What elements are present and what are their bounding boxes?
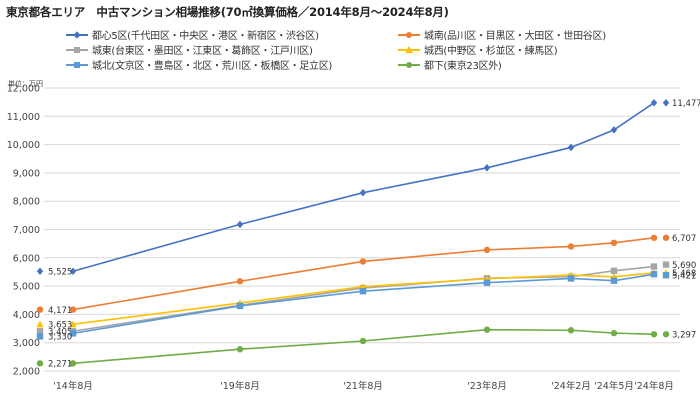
- legend-label: 城西(中野区・杉並区・練馬区): [424, 46, 558, 57]
- data-point: [650, 234, 658, 241]
- start-data-label: 5,525: [48, 267, 72, 277]
- legend-item: 城西(中野区・杉並区・練馬区): [398, 42, 558, 57]
- x-tick-label: '24年8月: [634, 380, 674, 392]
- y-axis-unit-label: 単位：万円: [8, 80, 43, 88]
- data-point: [483, 326, 491, 333]
- data-label-marker: [662, 234, 670, 241]
- data-label-marker: [36, 333, 44, 340]
- y-tick-label: 8,000: [13, 197, 40, 208]
- data-point: [650, 263, 658, 270]
- series-line: [72, 236, 655, 311]
- y-tick-label: 6,000: [13, 253, 40, 264]
- series-line: [72, 273, 655, 335]
- data-label-marker: [662, 271, 670, 279]
- data-label-marker: [36, 328, 44, 335]
- data-label-marker: [36, 360, 44, 367]
- data-point: [236, 278, 244, 285]
- y-tick-label: 2,000: [13, 367, 40, 378]
- data-label-marker: [36, 267, 44, 276]
- x-tick-label: '24年2月: [551, 380, 591, 392]
- end-data-label: 5,421: [672, 271, 696, 281]
- data-point: [567, 143, 575, 152]
- end-data-label: 5,690: [672, 261, 696, 271]
- data-label-marker: [662, 261, 670, 268]
- end-data-label: 3,297: [672, 330, 696, 340]
- y-tick-label: 9,000: [13, 168, 40, 179]
- legend-label: 都下(東京23区外): [424, 61, 502, 72]
- data-point: [610, 329, 618, 337]
- start-data-label: 2,271: [48, 360, 72, 370]
- end-data-label: 6,707: [672, 234, 696, 244]
- x-tick-label: '21年8月: [343, 380, 383, 392]
- legend-label: 城東(台東区・墨田区・江東区・葛飾区・江戸川区): [92, 46, 313, 57]
- data-point: [567, 243, 575, 250]
- x-tick-label: '19年8月: [220, 380, 260, 392]
- data-point: [359, 287, 367, 295]
- data-point: [650, 99, 658, 107]
- legend-swatch: [398, 60, 420, 70]
- chart-title: 東京都各エリア 中古マンション相場推移(70㎡換算価格／2014年8月～2024…: [6, 5, 449, 19]
- legend-item: 城東(台東区・墨田区・江東区・葛飾区・江戸川区): [66, 42, 313, 57]
- data-point: [69, 360, 77, 367]
- legend-item: 城南(品川区・目黒区・大田区・世田谷区): [398, 27, 606, 42]
- data-point: [236, 346, 244, 353]
- start-data-label: 3,405: [48, 327, 72, 337]
- data-point: [483, 279, 491, 286]
- x-tick-label: '23年8月: [467, 380, 507, 392]
- data-point: [610, 267, 618, 275]
- x-tick-label: '14年8月: [53, 380, 93, 392]
- data-label-marker: [36, 306, 44, 313]
- data-point: [610, 239, 618, 247]
- data-point: [359, 258, 367, 265]
- data-point: [69, 306, 77, 313]
- series-line: [72, 272, 655, 326]
- data-label-marker: [36, 320, 44, 328]
- data-point: [236, 220, 244, 229]
- legend-label: 都心5区(千代田区・中央区・港区・新宿区・渋谷区): [92, 31, 319, 42]
- legend-item: 城北(文京区・豊島区・北区・荒川区・板橋区・足立区): [66, 57, 332, 72]
- y-tick-label: 10,000: [7, 140, 40, 151]
- data-point: [483, 246, 491, 254]
- start-data-label: 3,653: [48, 320, 72, 330]
- y-tick-label: 7,000: [13, 225, 40, 236]
- data-point: [69, 267, 77, 276]
- data-label-marker: [662, 99, 670, 107]
- legend-swatch: [66, 60, 88, 70]
- y-tick-label: 3,000: [13, 338, 40, 349]
- legend-label: 城北(文京区・豊島区・北区・荒川区・板橋区・足立区): [92, 61, 333, 72]
- y-tick-label: 4,000: [13, 310, 40, 321]
- data-point: [650, 331, 658, 338]
- series-line: [72, 265, 655, 333]
- legend-item: 都下(東京23区外): [398, 57, 502, 72]
- legend-swatch: [66, 45, 88, 55]
- x-tick-label: '24年5月: [594, 380, 634, 392]
- data-point: [567, 275, 575, 282]
- start-data-label: 3,330: [48, 333, 72, 343]
- data-point: [359, 337, 367, 345]
- start-data-label: 4,171: [48, 306, 72, 316]
- data-point: [567, 327, 575, 334]
- legend-swatch: [66, 30, 88, 40]
- data-point: [610, 126, 618, 134]
- legend-swatch: [398, 45, 420, 55]
- end-data-label: 11,477: [672, 99, 700, 109]
- data-point: [69, 330, 77, 337]
- data-point: [483, 164, 491, 172]
- y-tick-label: 11,000: [7, 112, 40, 123]
- data-point: [610, 277, 618, 284]
- legend-item: 都心5区(千代田区・中央区・港区・新宿区・渋谷区): [66, 27, 319, 42]
- y-tick-label: 12,000: [7, 84, 40, 95]
- data-point: [359, 188, 367, 197]
- legend-swatch: [398, 30, 420, 40]
- data-point: [650, 270, 658, 278]
- data-point: [236, 302, 244, 310]
- data-label-marker: [662, 331, 670, 338]
- series-line: [72, 328, 655, 365]
- end-data-label: 5,468: [672, 269, 696, 279]
- data-point: [69, 320, 77, 328]
- y-tick-label: 5,000: [13, 282, 40, 293]
- legend-label: 城南(品川区・目黒区・大田区・世田谷区): [424, 31, 606, 42]
